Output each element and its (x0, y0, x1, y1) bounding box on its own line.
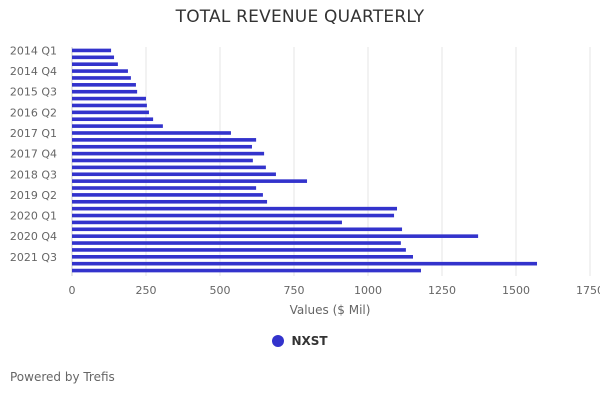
bar-2016-q4[interactable] (72, 124, 163, 128)
bar-2020-q4[interactable] (72, 234, 479, 238)
y-category-label: 2014 Q1 (10, 44, 57, 57)
bar-2021-q4[interactable] (72, 261, 538, 266)
y-category-label: 2019 Q2 (10, 189, 57, 202)
legend-label[interactable]: NXST (291, 334, 328, 348)
bar-2018-q2[interactable] (72, 165, 266, 170)
legend: NXST (0, 334, 600, 348)
bar-2021-q1[interactable] (72, 241, 401, 245)
bar-2017-q1[interactable] (72, 131, 231, 135)
y-category-label: 2016 Q2 (10, 106, 57, 119)
x-tick-label: 250 (136, 284, 157, 297)
y-category-label: 2017 Q1 (10, 127, 57, 140)
x-tick-label: 1000 (354, 284, 382, 297)
bars (72, 48, 538, 273)
y-category-label: 2014 Q4 (10, 65, 57, 78)
legend-marker-icon (272, 335, 285, 347)
bar-2022-q1[interactable] (72, 268, 421, 273)
x-axis-title: Values ($ Mil) (290, 303, 371, 317)
bar-2017-q3[interactable] (72, 144, 252, 149)
bar-2019-q2[interactable] (72, 193, 263, 197)
y-category-label: 2018 Q3 (10, 168, 57, 181)
bar-2014-q1[interactable] (72, 48, 112, 53)
bar-2017-q2[interactable] (72, 138, 257, 142)
bar-2019-q1[interactable] (72, 186, 257, 190)
bar-2020-q3[interactable] (72, 227, 403, 232)
y-axis-labels: 2014 Q1 2014 Q4 2015 Q3 2016 Q2 2017 Q1 2017 … (10, 44, 57, 263)
y-category-label: 2020 Q4 (10, 230, 57, 243)
bar-2015-q3[interactable] (72, 89, 138, 94)
x-tick-label: 750 (284, 284, 305, 297)
bar-2015-q2[interactable] (72, 83, 136, 87)
chart-title: TOTAL REVENUE QUARTERLY (175, 7, 425, 27)
y-category-label: 2017 Q4 (10, 148, 57, 161)
x-tick-label: 0 (69, 284, 76, 297)
x-tick-label: 1250 (428, 284, 456, 297)
bar-2015-q4[interactable] (72, 96, 146, 101)
x-tick-label: 500 (210, 284, 231, 297)
bar-2017-q4[interactable] (72, 151, 265, 156)
bar-2016-q2[interactable] (72, 110, 149, 115)
y-category-label: 2020 Q1 (10, 210, 57, 223)
bar-2014-q4[interactable] (72, 69, 128, 73)
bar-2020-q1[interactable] (72, 213, 395, 218)
bar-2015-q1[interactable] (72, 76, 131, 80)
x-tick-label: 1500 (502, 284, 530, 297)
bar-2021-q3[interactable] (72, 255, 413, 259)
x-axis-ticks: 0 250 500 750 1000 1250 1500 1750 (69, 284, 600, 297)
x-tick-label: 1750 (576, 284, 600, 297)
bar-2018-q4[interactable] (72, 179, 308, 183)
bar-2020-q2[interactable] (72, 220, 342, 225)
bar-2016-q3[interactable] (72, 117, 154, 122)
bar-2019-q4[interactable] (72, 206, 398, 211)
powered-by-footer: Powered by Trefis (10, 370, 115, 384)
bar-2018-q1[interactable] (72, 158, 253, 163)
bar-2014-q2[interactable] (72, 55, 115, 60)
bar-2014-q3[interactable] (72, 62, 118, 66)
bar-2019-q3[interactable] (72, 199, 268, 204)
bar-2021-q2[interactable] (72, 248, 406, 252)
y-category-label: 2015 Q3 (10, 86, 57, 99)
bar-2018-q3[interactable] (72, 172, 276, 177)
y-category-label: 2021 Q3 (10, 251, 57, 264)
bar-2016-q1[interactable] (72, 103, 147, 108)
